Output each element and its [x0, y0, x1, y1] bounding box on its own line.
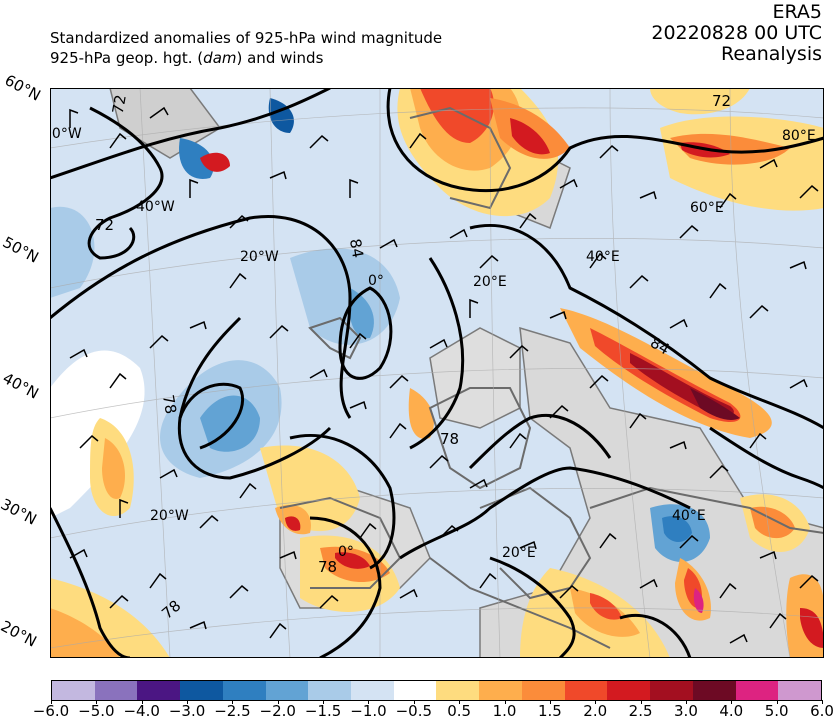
- coastlines: [279, 106, 824, 649]
- lat-label-20: 20°N: [0, 617, 40, 651]
- colorbar-segment: [393, 681, 437, 700]
- wind-barbs: [69, 106, 819, 644]
- colorbar-tick-label: −1.5: [304, 702, 342, 720]
- graticule: [50, 88, 824, 658]
- grid-label-0-south: 0°: [338, 544, 354, 560]
- colorbar-tick-mark: [413, 700, 415, 704]
- colorbar-segment: [479, 681, 522, 700]
- colorbar-tick-mark: [277, 700, 279, 704]
- grid-label-60e: 60°E: [690, 200, 724, 216]
- grid-label-20e: 20°E: [473, 274, 507, 290]
- colorbar-segment: [692, 681, 736, 700]
- grid-label-20w-south: 20°W: [150, 508, 189, 524]
- colorbar-segment: [180, 681, 223, 700]
- lat-label-30: 30°N: [0, 495, 40, 529]
- colorbar-tick-mark: [549, 700, 551, 704]
- colorbar-tick-label: 3.0: [674, 702, 698, 720]
- colorbar-tick-mark: [368, 700, 370, 704]
- colorbar-tick-mark: [595, 700, 597, 704]
- contour-labels: 72 72 72 84 78 84 78 78 78: [95, 92, 731, 623]
- colorbar: [51, 680, 822, 701]
- colorbar-tick-label: −2.5: [214, 702, 251, 720]
- title-line-1: Standardized anomalies of 925-hPa wind m…: [50, 29, 443, 47]
- colorbar-segment: [607, 681, 651, 700]
- contour-label: 72: [109, 93, 130, 115]
- contour-label: 84: [346, 237, 367, 259]
- colorbar-tick-label: −0.5: [395, 702, 433, 720]
- colorbar-segment: [650, 681, 693, 700]
- colorbar-tick-label: 6.0: [810, 702, 834, 720]
- colorbar-tick-mark: [187, 700, 189, 704]
- colorbar-tick-mark: [822, 700, 823, 704]
- colorbar-tick-mark: [51, 700, 52, 704]
- map-title: Standardized anomalies of 925-hPa wind m…: [50, 28, 442, 68]
- datetime-label: 20220828 00 UTC: [651, 22, 822, 44]
- grid-labels: 60°W 40°W 20°W 0° 20°E 40°E 60°E 80°E 20…: [50, 126, 816, 561]
- colorbar-tick-mark: [96, 700, 98, 704]
- colorbar-tick-mark: [731, 700, 733, 704]
- grid-label-40e: 40°E: [586, 249, 620, 265]
- contour-label: 78: [159, 393, 180, 415]
- colorbar-tick-mark: [232, 700, 234, 704]
- colorbar-tick-label: 0.5: [447, 702, 472, 720]
- colorbar-segment: [778, 681, 821, 700]
- colorbar-tick-label: 1.5: [537, 702, 562, 720]
- dataset-label: ERA5: [772, 1, 822, 23]
- colorbar-tick-label: −2.0: [259, 702, 296, 720]
- grid-label-40e-south: 40°E: [672, 508, 706, 524]
- colorbar-segment: [265, 681, 309, 700]
- colorbar-segment: [222, 681, 266, 700]
- colorbar-tick-label: −3.0: [168, 702, 206, 720]
- map-info: ERA5 20220828 00 UTC Reanalysis: [651, 2, 822, 65]
- colorbar-tick-label: 2.5: [628, 702, 653, 720]
- colorbar-segment: [308, 681, 352, 700]
- colorbar-tick-mark: [323, 700, 325, 704]
- colorbar-tick-label: −4.0: [123, 702, 160, 720]
- grid-label-20w: 20°W: [240, 249, 279, 265]
- colorbar-tick-mark: [504, 700, 506, 704]
- product-label: Reanalysis: [721, 43, 822, 65]
- colorbar-segment: [52, 681, 95, 700]
- colorbar-tick-label: 2.0: [583, 702, 608, 720]
- lat-label-50: 50°N: [0, 233, 42, 267]
- grid-label-20e-south: 20°E: [502, 545, 536, 561]
- grid-label-40w: 40°W: [136, 199, 175, 215]
- grid-label-60w: 60°W: [50, 126, 82, 142]
- colorbar-tick-mark: [459, 700, 461, 704]
- grid-label-0: 0°: [368, 273, 384, 289]
- colorbar-tick-label: −5.0: [78, 702, 115, 720]
- anomaly-fill: [50, 88, 824, 658]
- colorbar-tick-mark: [640, 700, 642, 704]
- colorbar-tick-label: −1.0: [350, 702, 387, 720]
- height-contours: [50, 88, 824, 658]
- colorbar-tick-mark: [685, 700, 687, 704]
- title-line-2: 925-hPa geop. hgt. (dam) and winds: [50, 49, 324, 67]
- grid-label-80e: 80°E: [782, 128, 816, 144]
- contour-label: 78: [318, 558, 337, 576]
- colorbar-segment: [564, 681, 608, 700]
- colorbar-segment: [351, 681, 394, 700]
- colorbar-tick-mark: [141, 700, 143, 704]
- contour-label: 72: [712, 92, 731, 110]
- colorbar-segment: [137, 681, 181, 700]
- colorbar-ticks: −6.0 −5.0 −4.0 −3.0 −2.5 −2.0 −1.5 −1.0 −0.5 0.5 1…: [33, 700, 834, 724]
- colorbar-tick-label: 5.0: [764, 702, 789, 720]
- colorbar-tick-label: 4.0: [719, 702, 744, 720]
- colorbar-segment: [436, 681, 480, 700]
- colorbar-tick-label: −6.0: [32, 702, 70, 720]
- colorbar-segment: [521, 681, 565, 700]
- contour-label: 72: [95, 216, 114, 234]
- colorbar-segment: [735, 681, 779, 700]
- colorbar-tick-label: 1.0: [492, 702, 517, 720]
- anomaly-map: 60°W 40°W 20°W 0° 20°E 40°E 60°E 80°E 20…: [50, 88, 824, 658]
- colorbar-tick-mark: [776, 700, 778, 704]
- colorbar-segment: [94, 681, 138, 700]
- lat-label-60: 60°N: [1, 71, 44, 105]
- lat-label-40: 40°N: [0, 369, 42, 403]
- contour-label: 78: [440, 430, 459, 448]
